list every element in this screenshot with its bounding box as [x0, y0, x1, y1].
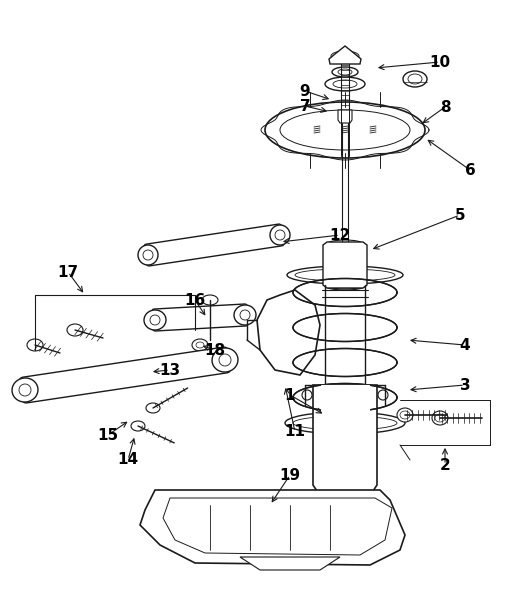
Ellipse shape — [285, 412, 405, 434]
Text: 5: 5 — [455, 207, 465, 223]
Polygon shape — [313, 385, 377, 497]
Ellipse shape — [234, 305, 256, 325]
Text: 1: 1 — [285, 388, 295, 402]
Ellipse shape — [325, 77, 365, 91]
Ellipse shape — [265, 102, 425, 158]
Text: 8: 8 — [440, 100, 450, 114]
Text: 14: 14 — [117, 452, 139, 468]
Text: 2: 2 — [440, 458, 450, 472]
Ellipse shape — [403, 71, 427, 87]
Ellipse shape — [27, 339, 43, 351]
Text: 17: 17 — [57, 264, 79, 280]
Polygon shape — [140, 490, 405, 565]
Text: 16: 16 — [184, 293, 206, 307]
Text: 9: 9 — [300, 84, 311, 98]
Text: 4: 4 — [460, 337, 470, 352]
FancyBboxPatch shape — [144, 224, 284, 266]
Text: 19: 19 — [279, 468, 301, 482]
Ellipse shape — [270, 225, 290, 245]
Ellipse shape — [287, 266, 403, 284]
Ellipse shape — [67, 324, 83, 336]
Polygon shape — [338, 110, 352, 123]
Polygon shape — [257, 290, 320, 375]
FancyBboxPatch shape — [152, 304, 249, 331]
Text: 3: 3 — [460, 378, 470, 392]
Text: 7: 7 — [300, 98, 311, 114]
Ellipse shape — [432, 411, 448, 425]
Ellipse shape — [192, 339, 208, 351]
Text: 12: 12 — [329, 227, 351, 243]
FancyBboxPatch shape — [20, 347, 230, 403]
Text: 11: 11 — [284, 425, 305, 439]
Ellipse shape — [202, 295, 218, 305]
Text: 18: 18 — [204, 342, 226, 358]
Polygon shape — [321, 385, 369, 475]
Text: 13: 13 — [159, 362, 181, 378]
Polygon shape — [240, 557, 340, 570]
Ellipse shape — [131, 421, 145, 431]
Polygon shape — [323, 242, 367, 288]
Text: 6: 6 — [465, 163, 475, 177]
Ellipse shape — [325, 386, 365, 394]
Ellipse shape — [332, 67, 358, 77]
Ellipse shape — [138, 245, 158, 265]
Polygon shape — [329, 46, 361, 64]
Ellipse shape — [325, 281, 365, 289]
Ellipse shape — [146, 403, 160, 413]
Ellipse shape — [212, 348, 238, 372]
Ellipse shape — [12, 378, 38, 402]
Ellipse shape — [397, 408, 413, 422]
Ellipse shape — [144, 310, 166, 330]
Text: 10: 10 — [429, 55, 451, 70]
Text: 15: 15 — [97, 428, 119, 442]
